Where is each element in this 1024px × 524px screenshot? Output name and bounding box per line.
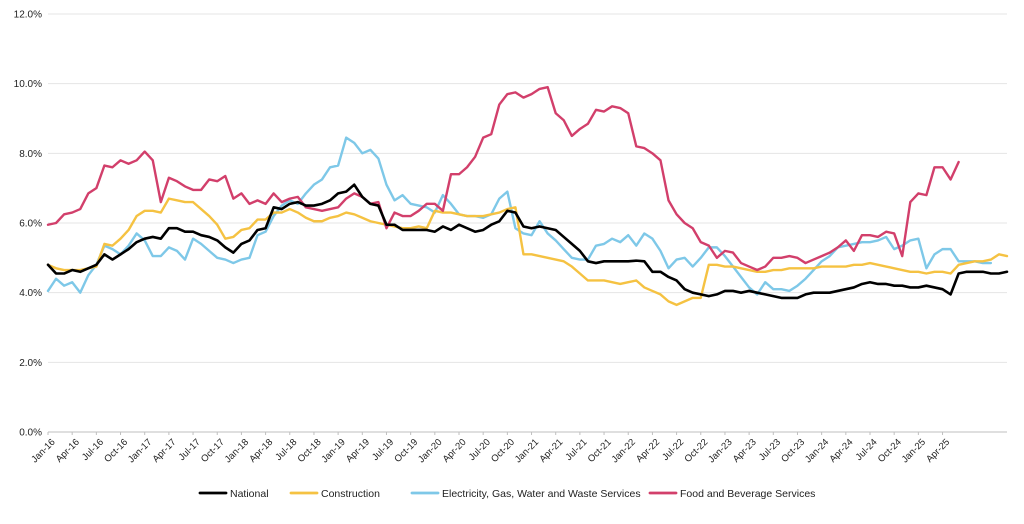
x-tick-label: Oct-17: [199, 437, 227, 465]
legend: National Construction Electricity, Gas, Wa…: [198, 488, 815, 500]
series-line-food-and-beverage-services: [46, 85, 960, 272]
series-line-electricity-gas-water-and-waste-services: [46, 136, 993, 296]
x-tick-label: Apr-16: [54, 437, 82, 465]
x-tick-label: Oct-19: [392, 437, 420, 465]
x-tick-label: Oct-23: [779, 437, 807, 465]
x-tick-label: Apr-21: [537, 437, 565, 465]
x-axis: Jan-16Apr-16Jul-16Oct-16Jan-17Apr-17Jul-…: [29, 432, 952, 465]
x-tick-label: Oct-21: [586, 437, 614, 465]
x-tick-label: Jan-16: [29, 437, 57, 465]
legend-item-national: National: [198, 488, 269, 500]
x-tick-label: Jul-16: [80, 437, 106, 463]
x-tick-label: Jul-22: [660, 437, 686, 463]
x-tick-label: Apr-20: [441, 437, 469, 465]
y-tick-label: 6.0%: [19, 219, 42, 230]
x-tick-label: Jan-18: [223, 437, 251, 465]
x-tick-label: Jul-24: [854, 437, 880, 463]
x-tick-label: Jul-20: [467, 437, 493, 463]
x-tick-label: Jan-24: [803, 437, 831, 465]
y-tick-label: 0.0%: [19, 428, 42, 439]
x-tick-label: Apr-18: [247, 437, 275, 465]
x-tick-label: Apr-22: [634, 437, 662, 465]
legend-item-electricity-gas-water-and-waste-services: Electricity, Gas, Water and Waste Servic…: [410, 488, 641, 500]
y-tick-label: 8.0%: [19, 149, 42, 160]
x-tick-label: Oct-22: [682, 437, 710, 465]
x-tick-label: Jul-19: [370, 437, 396, 463]
y-tick-label: 4.0%: [19, 288, 42, 299]
x-tick-label: Jan-20: [416, 437, 444, 465]
x-tick-label: Jul-18: [273, 437, 299, 463]
x-tick-label: Apr-19: [344, 437, 372, 465]
y-axis: 0.0% 2.0% 4.0% 6.0% 8.0% 10.0% 12.0%: [14, 10, 42, 439]
x-tick-label: Oct-20: [489, 437, 517, 465]
x-tick-label: Oct-24: [876, 437, 904, 465]
x-tick-label: Apr-25: [924, 437, 952, 465]
legend-label: Electricity, Gas, Water and Waste Servic…: [442, 488, 641, 500]
legend-label: National: [230, 488, 269, 500]
y-tick-label: 12.0%: [14, 10, 42, 21]
x-tick-label: Jan-17: [126, 437, 154, 465]
gridlines: [48, 13, 1007, 433]
x-tick-label: Apr-23: [731, 437, 759, 465]
x-tick-label: Jan-23: [706, 437, 734, 465]
x-tick-label: Jan-22: [610, 437, 638, 465]
series-line-national: [46, 183, 1009, 300]
legend-label: Construction: [321, 488, 380, 500]
x-tick-label: Jul-21: [563, 437, 589, 463]
x-tick-label: Jan-25: [900, 437, 928, 465]
y-tick-label: 10.0%: [14, 79, 42, 90]
x-tick-label: Apr-17: [151, 437, 179, 465]
legend-item-construction: Construction: [289, 488, 380, 500]
x-tick-label: Jul-17: [177, 437, 203, 463]
x-tick-label: Jan-21: [513, 437, 541, 465]
legend-item-food-and-beverage-services: Food and Beverage Services: [648, 488, 815, 500]
x-tick-label: Jan-19: [319, 437, 347, 465]
series-lines: [46, 85, 1009, 307]
series-line-construction: [46, 197, 1009, 307]
x-tick-label: Oct-18: [296, 437, 324, 465]
y-tick-label: 2.0%: [19, 358, 42, 369]
x-tick-label: Apr-24: [828, 437, 856, 465]
x-tick-label: Oct-16: [102, 437, 130, 465]
x-tick-label: Jul-23: [757, 437, 783, 463]
legend-label: Food and Beverage Services: [680, 488, 815, 500]
